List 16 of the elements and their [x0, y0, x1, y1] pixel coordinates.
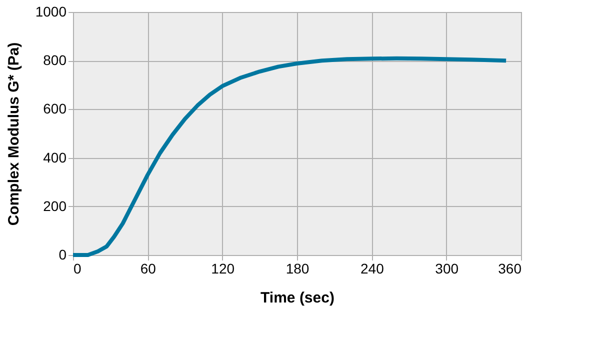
x-tick-label: 360 — [498, 260, 522, 276]
y-tick-label: 400 — [43, 149, 67, 166]
x-tick-label: 180 — [286, 260, 310, 276]
x-tick-label: 60 — [140, 260, 156, 276]
y-tick-label: 200 — [43, 198, 67, 214]
y-tick-label: 1000 — [35, 4, 67, 20]
y-tick-label: 800 — [43, 52, 67, 68]
y-tick-label: 600 — [43, 100, 67, 117]
x-axis-title: Time (sec) — [260, 290, 334, 306]
x-tick-label: 300 — [435, 260, 459, 276]
line-series — [71, 56, 508, 257]
y-axis-title: Complex Modulus G* (Pa) — [5, 42, 22, 226]
y-tick-label: 0 — [58, 246, 67, 262]
x-tick-label: 0 — [74, 260, 82, 276]
x-tick-label: 120 — [211, 260, 235, 276]
x-tick-label: 240 — [360, 260, 384, 276]
